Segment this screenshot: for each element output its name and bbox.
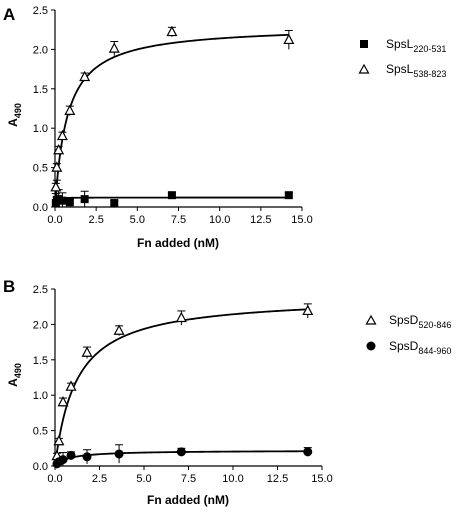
- panel-a-series-0-point-7: [167, 191, 176, 200]
- panel-b: B 0.0 0.5 1.0 1.5 2.0 2.5 0.0 2.5 5.0 7.5 10.0 12.5…: [3, 277, 451, 507]
- panel-a-series-1-point-7: [166, 25, 178, 37]
- panel-b-y-axis-label-main: A: [6, 378, 20, 387]
- panel-b-y-tick-label-4: 2.0: [33, 319, 48, 331]
- panel-a-plot: 0.0 0.5 1.0 1.5 2.0 2.5 0.0 2.5 5.0 7.5 10.0 12.5 15…: [33, 5, 313, 226]
- panel-a-legend-name-0: SpsL: [386, 37, 414, 51]
- panel-a-y-axis-label: A490: [6, 103, 23, 127]
- panel-a-legend-sub-1: 538-823: [413, 69, 446, 79]
- panel-b-plot: 0.0 0.5 1.0 1.5 2.0 2.5 0.0 2.5 5.0 7.5 10.0 12.5 15…: [33, 284, 333, 485]
- panel-b-y-tick-label-5: 2.5: [33, 284, 48, 296]
- panel-b-series-1-point-3: [66, 450, 76, 460]
- panel-a-legend-name-1: SpsL: [386, 62, 414, 76]
- panel-b-y-tick-label-3: 1.5: [33, 355, 48, 367]
- panel-a-series-0-point-6: [110, 199, 119, 208]
- panel-b-legend-label-1: SpsD844-960: [389, 339, 451, 356]
- panel-b-legend-sub-1: 844-960: [418, 346, 451, 356]
- panel-a-series-1-point-2: [53, 143, 65, 155]
- panel-a-series-1-point-4: [64, 104, 76, 115]
- panel-a-y-tick-label-2: 1.0: [33, 123, 48, 135]
- panel-b-legend-name-0: SpsD: [389, 313, 419, 327]
- panel-b-y-tick-label-0: 0.0: [33, 461, 48, 473]
- panel-a-series-1-point-1: [51, 161, 63, 172]
- panel-b-x-tick-label-0: 0.0: [47, 473, 62, 485]
- panel-a-series-1: [50, 25, 295, 208]
- panel-a-y-tick-label-5: 2.5: [33, 5, 48, 17]
- panel-a-x-tick-label-4: 10.0: [209, 214, 230, 226]
- panel-b-series-0-point-5: [113, 324, 125, 335]
- panel-a-series-0: [51, 179, 293, 208]
- panel-a: A 0.0 0.5 1.0 1.5 2.0 2.5 0.0 2.5 5.0 7.5 10.0 12.5…: [3, 5, 446, 250]
- panel-a-letter: A: [3, 5, 15, 24]
- panel-b-series-0-point-7: [302, 304, 314, 316]
- panel-b-series-0-point-3: [65, 380, 77, 391]
- panel-b-legend-sub-0: 520-846: [418, 320, 451, 330]
- panel-b-series-1-point-4: [82, 452, 92, 462]
- panel-a-legend-sub-0: 220-531: [413, 44, 446, 54]
- panel-b-x-tick-label-1: 2.5: [92, 473, 107, 485]
- panel-a-series-0-point-8: [284, 191, 293, 200]
- panel-a-series-1-point-0: [50, 181, 62, 192]
- panel-b-x-tick-label-2: 5.0: [136, 473, 151, 485]
- panel-a-series-0-point-5: [80, 195, 89, 204]
- panel-b-series-0-point-1: [53, 434, 65, 446]
- panel-a-y-axis-label-main: A: [6, 118, 20, 127]
- panel-a-y-tick-label-0: 0.0: [33, 202, 48, 214]
- panel-a-series-0-point-4: [65, 198, 74, 207]
- panel-a-legend: SpsL220-531 SpsL538-823: [358, 37, 446, 79]
- panel-b-y-axis-label: A490: [6, 363, 23, 387]
- panel-b-legend-name-1: SpsD: [389, 339, 419, 353]
- panel-a-y-tick-label-1: 0.5: [33, 163, 48, 175]
- panel-b-x-tick-label-4: 10.0: [222, 473, 243, 485]
- panel-b-x-tick-label-3: 7.5: [181, 473, 196, 485]
- panel-a-legend-marker-1: [358, 63, 370, 74]
- panel-b-y-tick-label-2: 1.0: [33, 390, 48, 402]
- panel-b-series-1: [52, 444, 313, 469]
- panel-b-x-tick-label-5: 12.5: [267, 473, 288, 485]
- panel-b-series-1-point-5: [114, 449, 124, 459]
- panel-b-series-1-point-2: [58, 455, 68, 465]
- panel-a-x-tick-label-5: 12.5: [250, 214, 271, 226]
- panel-b-series-0-point-6: [175, 311, 187, 323]
- panel-a-x-tick-label-6: 15.0: [291, 214, 312, 226]
- panel-b-legend-marker-1: [366, 341, 376, 351]
- panel-a-y-axis-label-sub: 490: [13, 103, 23, 118]
- panel-a-x-axis-label: Fn added (nM): [137, 236, 219, 250]
- panel-a-legend-label-0: SpsL220-531: [386, 37, 446, 54]
- panel-b-series-1-point-6: [176, 447, 186, 457]
- panel-b-x-tick-label-6: 15.0: [311, 473, 332, 485]
- panel-a-y-tick-label-4: 2.0: [33, 44, 48, 56]
- panel-b-letter: B: [3, 277, 15, 296]
- panel-b-legend-marker-0: [365, 314, 377, 325]
- panel-a-series-0-point-3: [58, 196, 67, 205]
- panel-b-series-0-point-4: [81, 346, 93, 357]
- panel-a-legend-label-1: SpsL538-823: [386, 62, 446, 79]
- panel-b-legend: SpsD520-846 SpsD844-960: [365, 313, 451, 356]
- panel-b-series-0-fit-line: [54, 308, 308, 467]
- panel-a-series-1-point-8: [283, 33, 295, 45]
- panel-b-legend-label-0: SpsD520-846: [389, 313, 451, 330]
- panel-b-x-axis-label: Fn added (nM): [147, 493, 229, 507]
- panel-a-x-tick-label-3: 7.5: [171, 214, 186, 226]
- panel-b-y-tick-label-1: 0.5: [33, 426, 48, 438]
- panel-a-legend-marker-0: [360, 40, 368, 48]
- panel-a-x-tick-label-0: 0.0: [47, 214, 62, 226]
- panel-a-series-1-point-3: [56, 129, 68, 141]
- panel-a-y-tick-label-3: 1.5: [33, 84, 48, 96]
- panel-b-y-axis-label-sub: 490: [13, 363, 23, 378]
- panel-a-series-1-point-6: [108, 42, 120, 53]
- panel-a-x-tick-label-1: 2.5: [89, 214, 104, 226]
- panel-b-series-0: [51, 303, 314, 467]
- panel-a-x-tick-label-2: 5.0: [130, 214, 145, 226]
- panel-a-series-1-fit-line: [54, 33, 289, 208]
- panel-b-series-1-point-7: [303, 447, 313, 457]
- panel-a-series-1-point-5: [79, 70, 91, 82]
- panel-b-series-0-point-2: [57, 395, 69, 407]
